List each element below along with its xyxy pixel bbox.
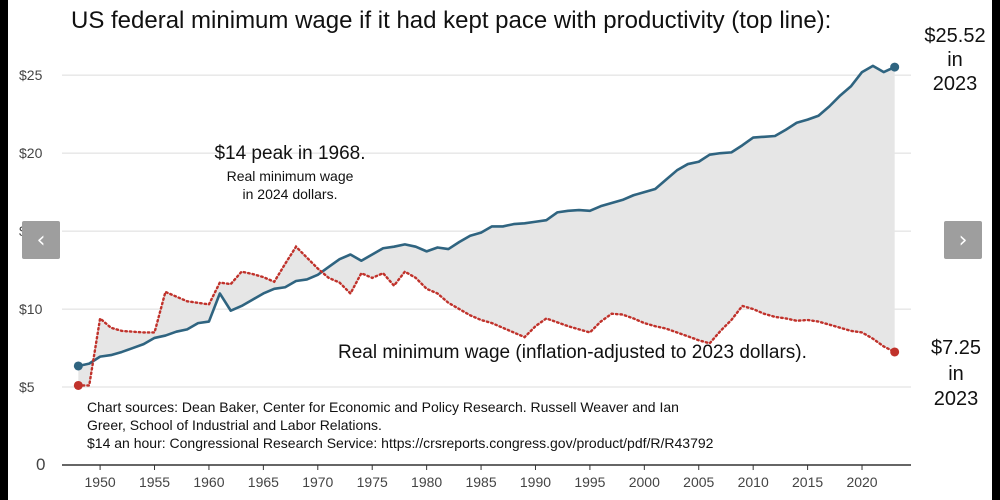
real-wage-end-year: 2023	[934, 388, 979, 410]
productivity-line	[78, 64, 896, 368]
real-wage-end-label: $7.25 in 2023	[931, 337, 981, 410]
x-tick-label: 2010	[738, 474, 769, 490]
x-tick-label: 1960	[193, 474, 224, 490]
productivity-end-label: $25.52 in 2023	[924, 25, 985, 95]
next-slide-button[interactable]: ›	[944, 221, 982, 259]
productivity-end-point	[890, 62, 900, 72]
y-tick-label: $25	[19, 67, 43, 83]
y-tick-label: $10	[19, 301, 43, 317]
x-tick-label: 1965	[248, 474, 279, 490]
x-tick-label: 1990	[520, 474, 551, 490]
series	[73, 62, 900, 390]
previous-slide-button[interactable]: ‹	[22, 221, 60, 259]
y-tick-label: 0	[36, 455, 45, 474]
chart-frame: 1950 1955 1960 1965 1970 1975 1980 1985 1990 1995…	[8, 0, 992, 500]
x-axis: 1950 1955 1960 1965 1970 1975 1980 1985 1990 1995…	[85, 465, 878, 490]
annotation-1968-peak-line-3: in 2024 dollars.	[243, 186, 338, 202]
chevron-left-icon: ‹	[36, 227, 46, 253]
x-tick-label: 1950	[85, 474, 116, 490]
y-axis: 0$5$10$15$20$25	[19, 67, 45, 474]
real-wage-end-value: $7.25	[931, 337, 981, 359]
x-tick-label: 2020	[846, 474, 877, 490]
x-tick-label: 2005	[683, 474, 714, 490]
y-tick-label: $5	[19, 379, 35, 395]
x-tick-label: 1955	[139, 474, 170, 490]
real-wage-end-point	[890, 347, 900, 357]
x-tick-label: 2000	[629, 474, 660, 490]
gap-shaded-area	[78, 65, 895, 386]
real-wage-end-in: in	[948, 363, 964, 385]
annotation-1968-peak-line-2: Real minimum wage	[227, 168, 354, 184]
productivity-start-point	[73, 361, 83, 371]
real-minimum-wage-line	[77, 244, 896, 387]
productivity-end-year: 2023	[933, 73, 978, 95]
x-tick-label: 1970	[302, 474, 333, 490]
real-wage-label: Real minimum wage (inflation-adjusted to…	[338, 342, 807, 363]
productivity-end-in: in	[947, 49, 963, 71]
chevron-right-icon: ›	[958, 227, 968, 253]
productivity-end-value: $25.52	[924, 25, 985, 47]
chart: 1950 1955 1960 1965 1970 1975 1980 1985 1990 1995…	[19, 7, 986, 490]
x-tick-label: 2015	[792, 474, 823, 490]
real-wage-start-point	[73, 380, 83, 390]
annotation-1968-peak: $14 peak in 1968. Real minimum wage in 2…	[214, 143, 365, 202]
chart-title: US federal minimum wage if it had kept p…	[71, 7, 831, 34]
x-tick-label: 1980	[411, 474, 442, 490]
sources-line-3: $14 an hour: Congressional Research Serv…	[87, 435, 714, 451]
x-tick-label: 1985	[465, 474, 496, 490]
y-tick-label: $20	[19, 145, 43, 161]
x-tick-label: 1975	[357, 474, 388, 490]
annotation-1968-peak-line-1: $14 peak in 1968.	[214, 143, 365, 164]
x-tick-label: 1995	[574, 474, 605, 490]
sources-line-2: Greer, School of Industrial and Labor Re…	[87, 417, 382, 433]
sources-note: Chart sources: Dean Baker, Center for Ec…	[87, 399, 714, 451]
sources-line-1: Chart sources: Dean Baker, Center for Ec…	[87, 399, 679, 415]
